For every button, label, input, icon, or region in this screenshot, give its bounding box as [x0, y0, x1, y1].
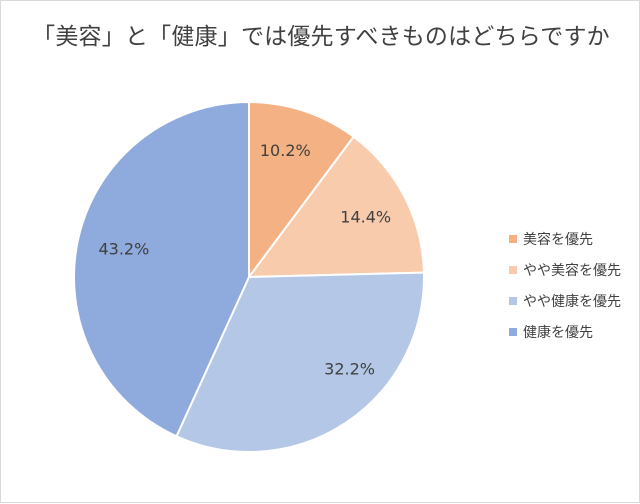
legend-label: 健康を優先 [523, 324, 593, 341]
chart-title: 「美容」と「健康」では優先すべきものはどちらですか [32, 24, 610, 50]
legend-item: 美容を優先 [509, 223, 621, 254]
legend-label: やや美容を優先 [523, 262, 621, 279]
legend-swatch [509, 327, 517, 336]
legend-item: やや健康を優先 [509, 285, 621, 316]
pie-slice-1 [248, 100, 356, 281]
slice-value-label-4: 43.2% [98, 239, 149, 258]
pie-slices [73, 100, 425, 454]
pie-slice-2 [246, 135, 425, 279]
legend-label: やや健康を優先 [523, 293, 621, 310]
pie-slice-3 [175, 271, 425, 454]
legend-swatch [509, 234, 517, 243]
slice-value-label-3: 32.2% [324, 359, 375, 378]
pie-value-labels: 10.2% 14.4% 32.2% 43.2% [98, 141, 391, 378]
legend-label: 美容を優先 [523, 231, 593, 248]
pie-slice-4 [73, 100, 250, 438]
slice-value-label-2: 14.4% [340, 208, 391, 227]
legend-item: 健康を優先 [509, 316, 621, 347]
legend-swatch [509, 265, 517, 274]
legend-swatch [509, 296, 517, 305]
legend-item: やや美容を優先 [509, 254, 621, 285]
slice-value-label-1: 10.2% [260, 141, 311, 160]
legend: 美容を優先やや美容を優先 やや健康を優先 健康を優先 [509, 223, 621, 347]
